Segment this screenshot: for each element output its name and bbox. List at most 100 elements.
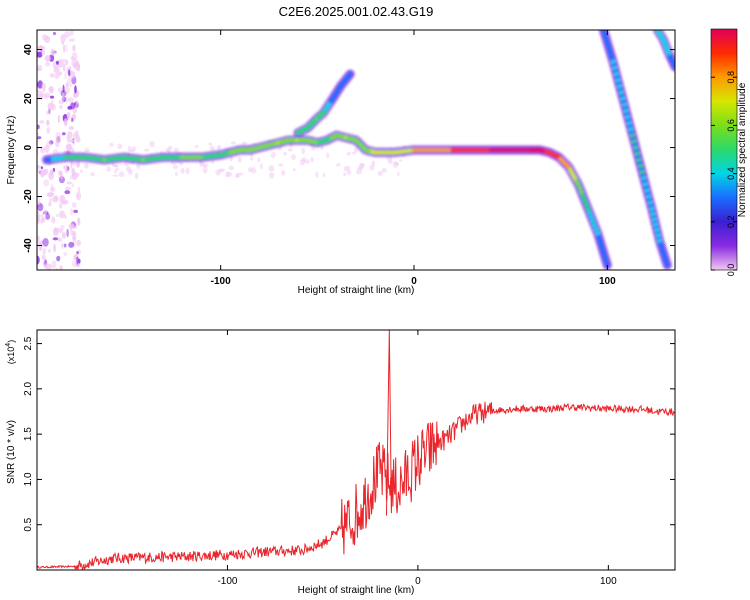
- noise-speck: [175, 171, 178, 177]
- noise-speck: [38, 242, 43, 252]
- snr-frame: [36, 329, 676, 571]
- trace-point: [614, 71, 619, 77]
- noise-speck: [69, 83, 72, 88]
- noise-speck: [50, 170, 54, 176]
- snr-line: [37, 401, 675, 570]
- noise-speck: [236, 172, 240, 178]
- noise-speck: [76, 250, 79, 255]
- noise-speck: [68, 139, 74, 143]
- trace-point: [389, 150, 394, 155]
- noise-speck: [37, 236, 41, 243]
- noise-speck: [57, 114, 61, 124]
- noise-speck: [310, 156, 314, 163]
- trace-point: [192, 155, 198, 160]
- trace-point: [502, 147, 507, 153]
- noise-speck: [59, 194, 66, 204]
- trace-point: [173, 155, 178, 160]
- noise-speck: [52, 228, 59, 237]
- noise-speck: [52, 31, 57, 36]
- trace-point: [137, 157, 143, 162]
- noise-speck: [291, 154, 296, 161]
- noise-speck: [326, 152, 330, 159]
- trace-point: [186, 155, 191, 160]
- noise-speck: [76, 160, 81, 168]
- trace-point: [424, 147, 430, 153]
- trace-point: [50, 156, 56, 162]
- trace-point: [99, 157, 104, 162]
- noise-speck: [227, 171, 233, 177]
- trace-point: [649, 206, 654, 211]
- trace-point: [495, 147, 500, 153]
- trace-point: [115, 155, 120, 161]
- snr-y-multiplier: (x104): [5, 340, 16, 364]
- noise-speck: [64, 190, 71, 195]
- noise-speck: [49, 197, 52, 204]
- trace-point: [373, 150, 378, 155]
- noise-speck: [53, 243, 57, 253]
- noise-speck: [71, 230, 75, 236]
- noise-speck: [77, 217, 81, 226]
- noise-speck: [41, 34, 48, 41]
- colorbar-tick-label: 0.4: [726, 167, 736, 180]
- noise-speck: [62, 84, 65, 93]
- noise-speck: [115, 167, 120, 171]
- trace-point: [163, 155, 169, 160]
- noise-speck: [63, 44, 66, 53]
- trace-point: [431, 147, 436, 153]
- noise-speck: [37, 64, 43, 72]
- noise-speck: [59, 264, 63, 270]
- y-tick-label: 20: [23, 93, 34, 105]
- noise-speck: [74, 85, 77, 94]
- trace-point: [595, 231, 600, 236]
- noise-speck: [61, 92, 65, 101]
- noise-speck: [388, 160, 393, 164]
- figure-title: C2E6.2025.001.02.43.G19: [279, 4, 434, 19]
- trace-point: [609, 54, 614, 59]
- noise-speck: [336, 163, 341, 167]
- trace-point: [89, 155, 94, 161]
- trace-point: [453, 147, 459, 153]
- noise-speck: [369, 164, 375, 171]
- trace-point: [154, 155, 159, 161]
- noise-speck: [43, 179, 50, 187]
- svg-text:(x104): (x104): [5, 340, 16, 364]
- trace-point: [212, 153, 217, 158]
- noise-speck: [249, 157, 254, 161]
- trace-point: [625, 114, 630, 120]
- trace-point: [476, 147, 481, 153]
- noise-speck: [281, 169, 286, 176]
- noise-speck: [216, 144, 222, 152]
- noise-speck: [320, 145, 324, 150]
- spectrogram-x-ticks: -100 0 100: [211, 30, 616, 287]
- noise-speck: [84, 147, 90, 153]
- noise-speck: [117, 143, 123, 150]
- trace-point: [67, 155, 72, 160]
- trace-point: [60, 155, 65, 160]
- noise-speck: [60, 33, 66, 43]
- trace-point: [415, 147, 420, 153]
- trace-point: [650, 211, 656, 217]
- noise-speck: [71, 202, 77, 208]
- trace-point: [128, 155, 133, 161]
- trace-point: [189, 155, 194, 160]
- noise-speck: [322, 173, 325, 178]
- spectrogram-x-axis-label: Height of straight line (km): [298, 285, 415, 296]
- trace-point: [635, 151, 640, 156]
- noise-speck: [68, 126, 75, 130]
- y-tick-label: 1.0: [23, 472, 34, 486]
- noise-speck: [77, 186, 81, 193]
- noise-speck: [113, 164, 119, 168]
- noise-speck: [43, 168, 49, 175]
- trace-point: [79, 155, 85, 160]
- spectrogram-panel: -100 0 100 -40 -20 0 20 40 Height of straight …: [6, 29, 676, 296]
- trace-point: [590, 218, 596, 224]
- colorbar-tick-label: 0.0: [726, 264, 736, 277]
- trace-point: [662, 254, 667, 260]
- trace-point: [166, 155, 172, 160]
- trace-point: [418, 147, 423, 153]
- trace-point: [647, 200, 653, 205]
- trace-point: [395, 149, 401, 155]
- noise-speck: [66, 130, 73, 140]
- trace-point: [54, 156, 59, 161]
- trace-point: [83, 155, 88, 160]
